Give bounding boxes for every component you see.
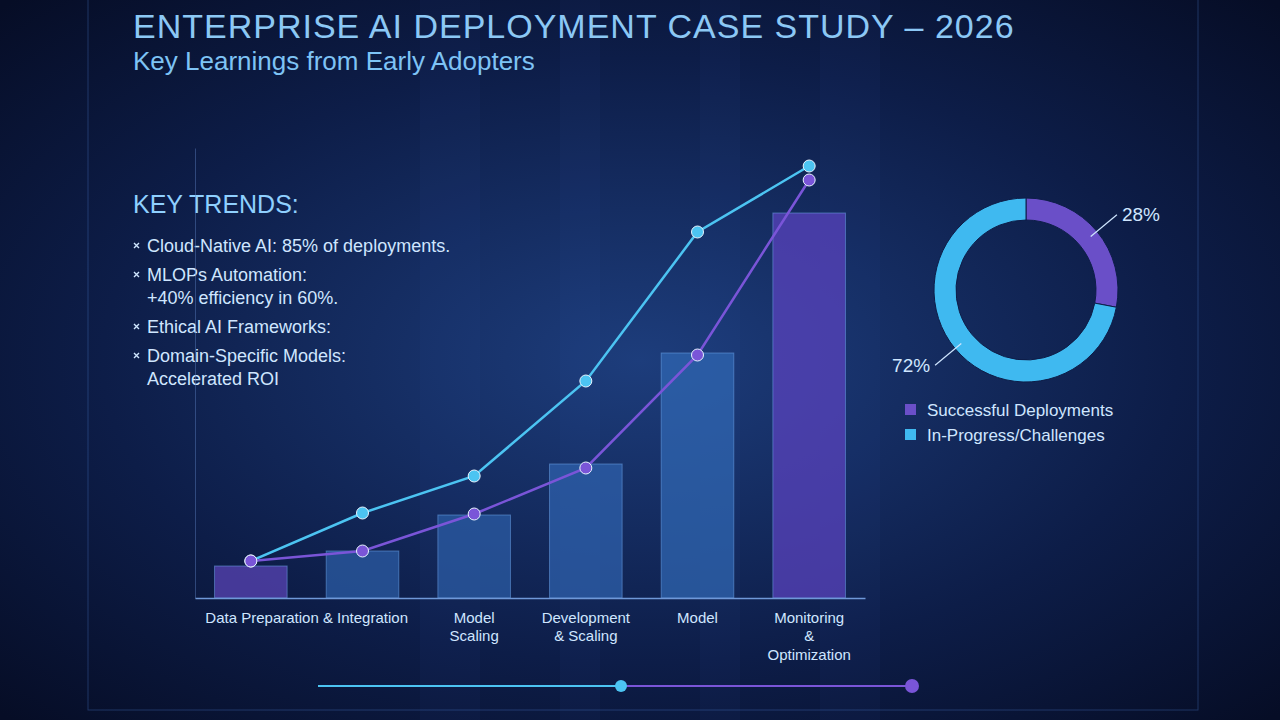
- x-tick: Monitoring& Optimization: [767, 609, 850, 664]
- donut: 28% 72%: [892, 198, 1160, 382]
- y-axis-line: [195, 149, 196, 599]
- bar: [326, 551, 399, 598]
- line-marker: [245, 555, 257, 567]
- x-axis: Data Preparation & IntegrationModelScali…: [196, 599, 866, 664]
- decor-slider: [318, 685, 621, 687]
- leader-line: [935, 344, 961, 366]
- trend-text: +40% efficiency in 60%.: [147, 288, 338, 308]
- x-tick-label-line: Development: [542, 609, 631, 626]
- trend-text: Domain-Specific Models:: [147, 346, 346, 366]
- legend-label: Successful Deployments: [927, 401, 1113, 420]
- legend-swatch: [905, 429, 916, 440]
- bullet: [134, 324, 139, 329]
- plot-marks: [215, 160, 846, 598]
- x-tick: Model: [677, 609, 718, 626]
- x-tick-label-line: Model: [454, 609, 495, 626]
- legend-swatch: [905, 404, 916, 415]
- bullet: [134, 243, 139, 248]
- legend: Successful Deployments In-Progress/Challe…: [905, 401, 1113, 445]
- line-marker: [357, 545, 369, 557]
- trend-text: Ethical AI Frameworks:: [147, 317, 331, 337]
- bar: [215, 566, 288, 598]
- x-tick-label: Model: [677, 609, 718, 626]
- x-tick-label: Monitoring& Optimization: [767, 609, 850, 664]
- trend-text: Accelerated ROI: [147, 369, 279, 389]
- trend-text: Cloud-Native AI: 85% of deployments.: [147, 236, 450, 256]
- line-marker: [803, 174, 815, 186]
- line-marker: [580, 462, 592, 474]
- x-tick-label-line: Data Preparation & Integration: [205, 609, 408, 626]
- line-marker: [468, 508, 480, 520]
- line-marker: [692, 349, 704, 361]
- line: [251, 166, 809, 561]
- x-tick-label-line: Optimization: [767, 646, 850, 663]
- x-tick: ModelScaling: [450, 609, 499, 645]
- bar: [661, 353, 734, 598]
- x-tick-label-line: Model: [677, 609, 718, 626]
- canvas: ENTERPRISE AI DEPLOYMENT CASE STUDY – 20…: [0, 0, 1280, 720]
- line-marker: [580, 375, 592, 387]
- x-tick-label: ModelScaling: [450, 609, 499, 645]
- decor-knob: [615, 680, 627, 692]
- line: [251, 180, 809, 561]
- bar: [438, 515, 511, 598]
- donut-slice: [934, 198, 1116, 382]
- bar: [773, 213, 846, 598]
- y-axis: [195, 149, 196, 599]
- data-label: 72%: [892, 355, 930, 376]
- x-tick-label: Data Preparation & Integration: [205, 609, 408, 626]
- x-tick-label-line: &: [804, 627, 814, 644]
- line-marker: [468, 470, 480, 482]
- bullet: [134, 272, 139, 277]
- x-tick: Development& Scaling: [542, 609, 631, 645]
- x-tick: Data Preparation & Integration: [205, 609, 408, 626]
- background: [0, 0, 1280, 720]
- subtitle: Key Learnings from Early Adopters: [133, 46, 535, 76]
- decor-knob: [905, 679, 919, 693]
- title: ENTERPRISE AI DEPLOYMENT CASE STUDY – 20…: [133, 7, 1015, 45]
- line-marker: [803, 160, 815, 172]
- legend-item: Successful Deployments: [905, 401, 1113, 420]
- decor-slider: [621, 685, 912, 687]
- x-tick-label-line: & Scaling: [554, 627, 617, 644]
- line-marker: [357, 507, 369, 519]
- data-label: 28%: [1122, 204, 1160, 225]
- line-marker: [692, 226, 704, 238]
- trends-heading: KEY TRENDS:: [133, 190, 299, 218]
- x-axis-line: [196, 598, 866, 600]
- x-tick-label-line: Monitoring: [774, 609, 844, 626]
- legend-item: In-Progress/Challenges: [905, 426, 1105, 445]
- bar: [550, 464, 623, 598]
- x-tick-label: Development& Scaling: [542, 609, 631, 645]
- bullet: [134, 353, 139, 358]
- trend-text: MLOPs Automation:: [147, 265, 307, 285]
- legend-label: In-Progress/Challenges: [927, 426, 1105, 445]
- donut-slice: [1026, 198, 1118, 307]
- x-tick-label-line: Scaling: [450, 627, 499, 644]
- line-marker: [245, 555, 257, 567]
- leader-line: [1091, 215, 1117, 237]
- panel-frame: [88, 0, 1198, 710]
